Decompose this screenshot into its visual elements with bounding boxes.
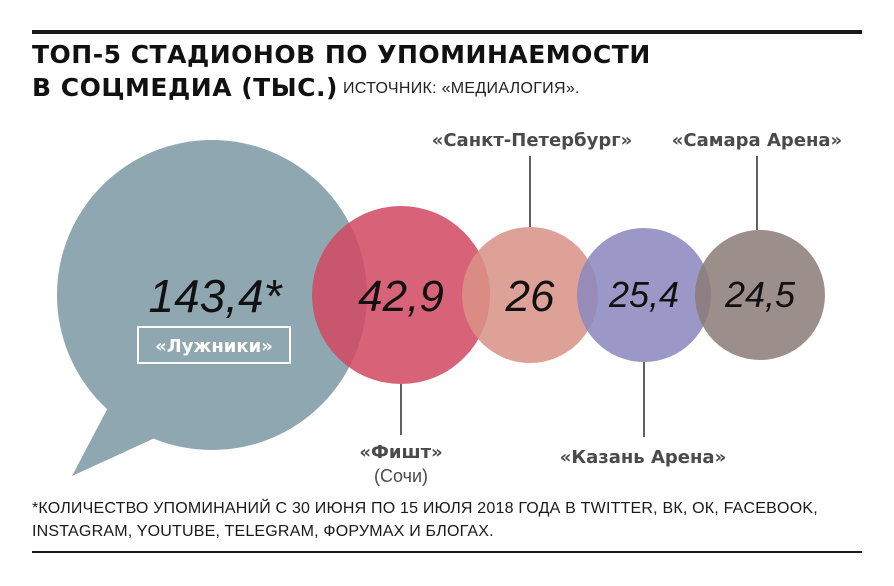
chart-title-line-2: В СОЦМЕДИА (ТЫС.) — [32, 73, 338, 102]
bubble-1 — [312, 206, 490, 384]
series-label-fisht: «Фишт» — [359, 442, 442, 463]
footnote: *КОЛИЧЕСТВО УПОМИНАНИЙ С 30 ИЮНЯ ПО 15 И… — [32, 500, 818, 540]
value-label-4: 24,5 — [724, 274, 796, 315]
luzhniki-label-box — [137, 326, 291, 364]
top-rule — [32, 30, 862, 34]
value-label-2: 26 — [505, 272, 555, 321]
value-label-3: 25,4 — [608, 274, 679, 315]
series-sublabel-fisht: (Сочи) — [374, 466, 428, 486]
chart-title-line-1: ТОП-5 СТАДИОНОВ ПО УПОМИНАЕМОСТИ — [32, 40, 651, 69]
series-label-spb: «Санкт-Петербург» — [432, 130, 633, 151]
series-label-samara: «Самара Арена» — [672, 130, 842, 151]
bubble-0 — [57, 140, 367, 450]
source-note: ИСТОЧНИК: «МЕДИАЛОГИЯ». — [343, 80, 580, 97]
value-label-1: 42,9 — [358, 272, 444, 321]
bubble-2 — [462, 227, 598, 363]
series-label-luzhniki: «Лужники» — [155, 336, 273, 357]
bubble-4 — [695, 230, 825, 360]
bubble-3 — [577, 228, 711, 362]
bottom-rule — [32, 551, 862, 553]
value-label-0: 143,4* — [148, 270, 283, 322]
series-label-kazan: «Казань Арена» — [560, 447, 726, 468]
